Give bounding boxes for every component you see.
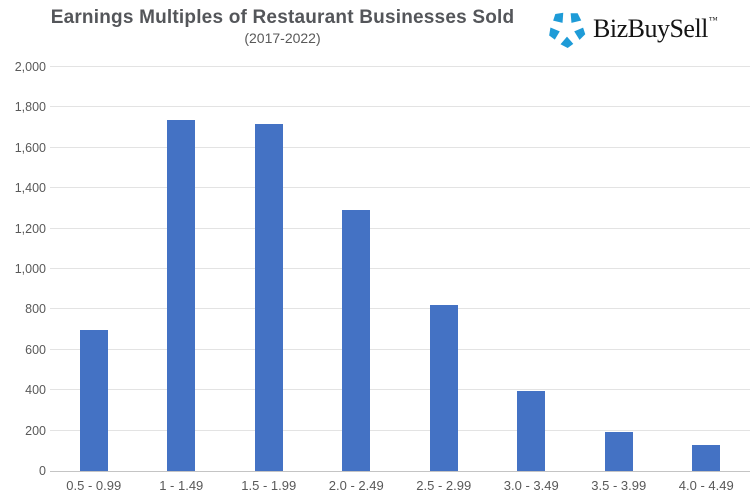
gridline (50, 187, 750, 189)
gridline (50, 66, 750, 67)
gridline (50, 389, 750, 391)
x-axis-tick-label: 4.0 - 4.49 (678, 478, 734, 493)
bar (429, 305, 458, 471)
bar (517, 391, 546, 471)
gridline (50, 429, 750, 431)
gridline (50, 106, 750, 108)
x-axis-tick-label: 1.5 - 1.99 (241, 478, 297, 493)
x-axis-tick-label: 3.0 - 3.49 (503, 478, 559, 493)
y-axis-tick-label: 1,400 (14, 181, 46, 196)
bar (342, 210, 371, 471)
bizbuysell-logo: BizBuySell™ (548, 10, 718, 48)
x-axis-tick-label: 3.5 - 3.99 (591, 478, 647, 493)
x-axis-tick-label: 1 - 1.49 (159, 478, 204, 493)
gridline (50, 308, 750, 310)
bar (167, 119, 196, 471)
bar (692, 444, 721, 471)
y-axis-tick-label: 200 (25, 423, 46, 438)
gridline (50, 146, 750, 148)
chart-title: Earnings Multiples of Restaurant Busines… (50, 7, 515, 28)
bar (79, 329, 108, 471)
bar (604, 431, 633, 471)
y-axis-tick-label: 1,200 (14, 221, 46, 236)
chart-plot-area (50, 66, 750, 472)
bizbuysell-logo-text: BizBuySell™ (593, 14, 718, 43)
title-block: Earnings Multiples of Restaurant Busines… (0, 7, 565, 47)
x-axis-tick-label: 2.0 - 2.49 (328, 478, 384, 493)
gridline (50, 227, 750, 229)
gridline (50, 268, 750, 269)
y-axis-tick-label: 1,800 (14, 100, 46, 115)
x-axis-tick-label: 2.5 - 2.99 (416, 478, 472, 493)
bar (254, 123, 283, 471)
trademark-symbol: ™ (708, 15, 718, 25)
x-axis-tick-label: 0.5 - 0.99 (66, 478, 122, 493)
y-axis-tick-label: 400 (25, 383, 46, 398)
y-axis-tick-label: 2,000 (14, 60, 46, 74)
y-axis-tick-label: 0 (39, 464, 46, 478)
y-axis-tick-label: 800 (25, 302, 46, 317)
x-axis-line (50, 471, 750, 472)
y-axis-tick-label: 1,000 (14, 262, 46, 276)
y-axis-tick-label: 1,600 (14, 140, 46, 155)
pinwheel-star-icon (549, 12, 586, 48)
y-axis-tick-label: 600 (25, 342, 46, 357)
chart-subtitle: (2017-2022) (244, 30, 321, 46)
gridline (50, 348, 750, 350)
